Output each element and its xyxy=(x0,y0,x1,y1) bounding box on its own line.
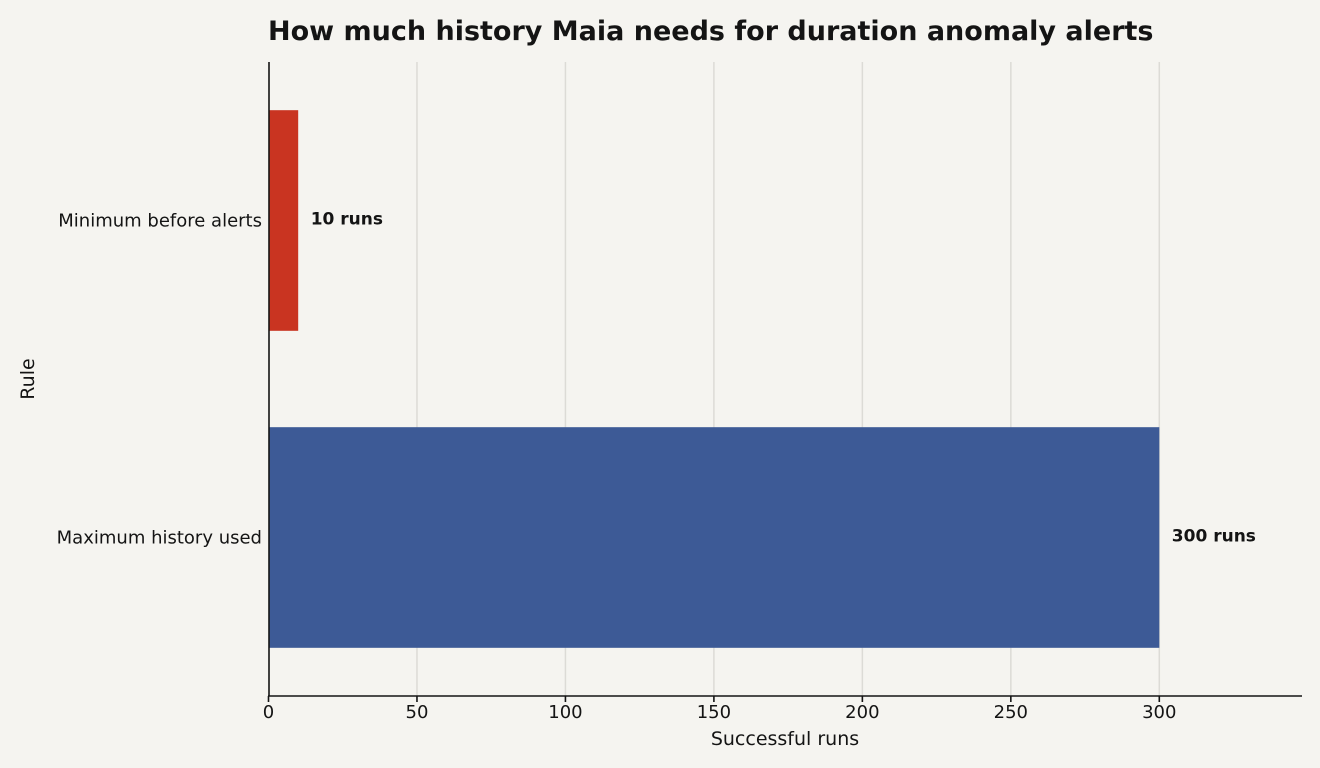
data-label: 300 runs xyxy=(1172,527,1256,547)
data-labels: 10 runs 300 runs xyxy=(311,210,1256,547)
chart-title: How much history Maia needs for duration… xyxy=(268,16,1154,47)
x-tick-label: 200 xyxy=(845,702,879,723)
x-tick-label: 300 xyxy=(1142,702,1176,723)
category-labels: Minimum before alerts Maximum history use… xyxy=(57,211,262,549)
bar-2 xyxy=(268,427,1160,648)
x-tick-label: 100 xyxy=(548,702,582,723)
data-label: 10 runs xyxy=(311,210,383,230)
bars xyxy=(268,110,1160,648)
category-label: Maximum history used xyxy=(57,528,262,549)
x-tick-label: 150 xyxy=(697,702,731,723)
x-axis-label: Successful runs xyxy=(711,728,859,750)
x-tick-label: 250 xyxy=(994,702,1028,723)
y-axis-label: Rule xyxy=(17,358,39,399)
bar-1 xyxy=(268,110,299,331)
category-label: Minimum before alerts xyxy=(58,211,262,232)
x-tick-labels: 0 50 100 150 200 250 300 xyxy=(263,696,1176,723)
x-tick-label: 50 xyxy=(406,702,429,723)
x-tick-label: 0 xyxy=(263,702,274,723)
